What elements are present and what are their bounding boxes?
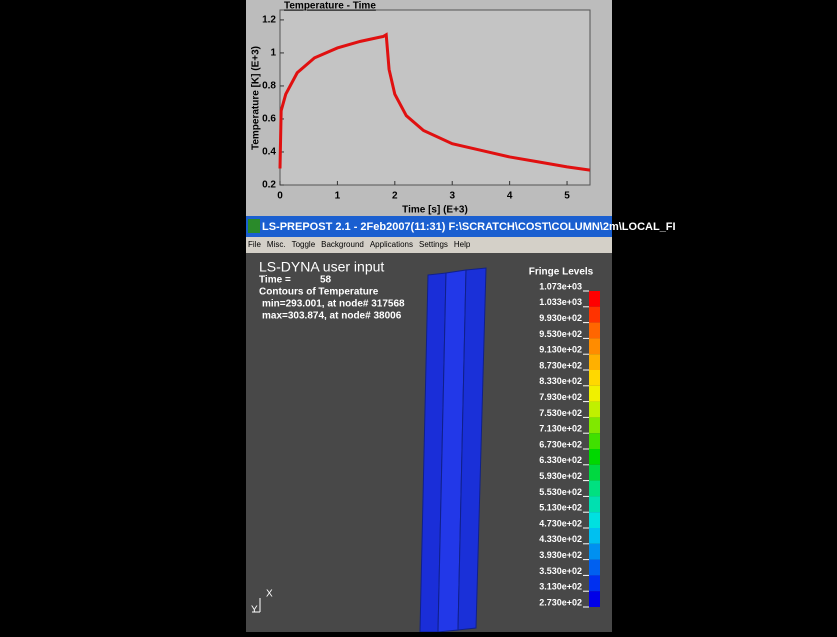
menu-item[interactable]: Settings — [419, 240, 448, 249]
fringe-swatch — [589, 354, 600, 370]
fringe-label: 2.730e+02 — [539, 597, 582, 607]
menu-item[interactable]: Background — [321, 240, 364, 249]
fringe-label: 3.130e+02 — [539, 582, 582, 592]
fringe-swatch — [589, 449, 600, 465]
fringe-label: 4.730e+02 — [539, 518, 582, 528]
fringe-swatch — [589, 386, 600, 402]
fringe-label: 7.530e+02 — [539, 408, 582, 418]
y-tick-label: 1.2 — [262, 15, 276, 26]
fringe-swatch — [589, 591, 600, 607]
y-tick-label: 0.8 — [262, 81, 276, 92]
fringe-label: 8.730e+02 — [539, 360, 582, 370]
info-max: max=303.874, at node# 38006 — [262, 311, 402, 322]
x-tick-label: 3 — [449, 191, 455, 202]
menu-item[interactable]: Misc. — [267, 240, 286, 249]
fringe-label: 1.073e+03 — [539, 281, 582, 291]
fringe-swatch — [589, 528, 600, 544]
y-tick-label: 0.2 — [262, 180, 276, 191]
fringe-swatch — [589, 291, 600, 307]
triad-x: X — [266, 589, 273, 600]
fringe-label: 4.330e+02 — [539, 534, 582, 544]
menu-item[interactable]: Help — [454, 240, 471, 249]
fringe-swatch — [589, 575, 600, 591]
menu-item[interactable]: Toggle — [292, 240, 316, 249]
fringe-label: 9.130e+02 — [539, 345, 582, 355]
y-tick-label: 0.4 — [262, 147, 276, 158]
fringe-swatch — [589, 402, 600, 418]
fringe-label: 3.930e+02 — [539, 550, 582, 560]
fringe-label: 6.330e+02 — [539, 455, 582, 465]
x-axis-label: Time [s] (E+3) — [402, 205, 468, 216]
app-icon — [248, 219, 260, 233]
info-time-label: Time = — [259, 275, 291, 286]
fringe-swatch — [589, 433, 600, 449]
fringe-swatch — [589, 512, 600, 528]
fringe-label: 5.130e+02 — [539, 503, 582, 513]
chart-title: Temperature - Time — [284, 1, 376, 12]
fringe-label: 8.330e+02 — [539, 376, 582, 386]
fringe-swatch — [589, 417, 600, 433]
fringe-label: 5.930e+02 — [539, 471, 582, 481]
fringe-title: Fringe Levels — [529, 267, 594, 278]
y-tick-label: 1 — [270, 48, 276, 59]
fringe-label: 7.130e+02 — [539, 424, 582, 434]
screen: Temperature - Time Time [s] (E+3) Temper… — [0, 0, 837, 632]
fringe-swatch — [589, 465, 600, 481]
window-title: LS-PREPOST 2.1 - 2Feb2007(11:31) F:\SCRA… — [262, 221, 676, 233]
x-tick-label: 4 — [507, 191, 513, 202]
fringe-label: 7.930e+02 — [539, 392, 582, 402]
fringe-swatch — [589, 370, 600, 386]
triad-y: Y — [251, 605, 258, 616]
fringe-label: 9.530e+02 — [539, 329, 582, 339]
x-tick-label: 0 — [277, 191, 283, 202]
fringe-swatch — [589, 544, 600, 560]
x-tick-label: 5 — [564, 191, 570, 202]
fringe-swatch — [589, 323, 600, 339]
column-model — [420, 268, 486, 632]
fringe-label: 5.530e+02 — [539, 487, 582, 497]
menu-item[interactable]: File — [248, 240, 261, 249]
plot-frame — [280, 10, 590, 185]
fringe-label: 9.930e+02 — [539, 313, 582, 323]
info-time-value: 58 — [320, 275, 332, 286]
fringe-swatch — [589, 307, 600, 323]
fringe-label: 3.530e+02 — [539, 566, 582, 576]
page: {"chart_data": {"type": "line", "title":… — [0, 0, 837, 632]
fringe-label: 1.033e+03 — [539, 297, 582, 307]
fringe-swatch — [589, 560, 600, 576]
info-min: min=293.001, at node# 317568 — [262, 299, 405, 310]
fringe-swatch — [589, 338, 600, 354]
fringe-swatch — [589, 481, 600, 497]
info-contours: Contours of Temperature — [259, 287, 379, 298]
y-axis-label: Temperature [K] (E+3) — [251, 46, 262, 150]
fringe-swatch — [589, 496, 600, 512]
x-tick-label: 1 — [335, 191, 341, 202]
fringe-label: 6.730e+02 — [539, 439, 582, 449]
y-tick-label: 0.6 — [262, 114, 276, 125]
menu-item[interactable]: Applications — [370, 240, 413, 249]
x-tick-label: 2 — [392, 191, 398, 202]
info-heading: LS-DYNA user input — [259, 259, 384, 275]
